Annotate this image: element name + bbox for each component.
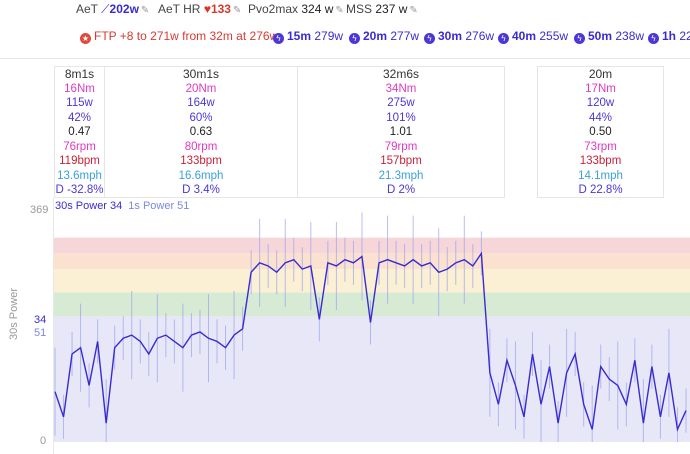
interval-duration: 20m xyxy=(588,67,613,81)
interval-card[interactable]: 20m 17Nm 120w 44% 0.50 73rpm 133bpm 14.1… xyxy=(537,66,664,198)
interval-torque: 20Nm xyxy=(185,82,217,95)
zone-band xyxy=(54,253,690,270)
stat-mss[interactable]: MSS 237 w ✎ xyxy=(346,2,418,16)
bolt-icon: ϟ xyxy=(648,33,659,44)
interval-hr: 133bpm xyxy=(180,155,222,167)
star-alert-icon: ★ xyxy=(80,33,91,44)
interval-ftp-pct: 101% xyxy=(386,111,416,124)
interval-cadence: 76rpm xyxy=(63,140,96,153)
interval-ftp-pct: 44% xyxy=(588,111,613,124)
interval-power: 275w xyxy=(387,97,415,109)
stat-aet[interactable]: AeT ⟋202w ✎ xyxy=(76,2,150,16)
interval-ftp-pct: 60% xyxy=(189,111,213,124)
pencil-icon[interactable]: ✎ xyxy=(232,5,242,16)
stat-pvo2max[interactable]: Pvo2max 324 w ✎ xyxy=(248,2,344,16)
interval-speed: 21.3mph xyxy=(378,169,424,182)
interval-card[interactable]: 8m1s 16Nm 115w 42% 0.47 76rpm 119bpm 13.… xyxy=(54,66,105,198)
zone-band xyxy=(54,292,690,317)
y-tick-min: 0 xyxy=(40,435,47,447)
zone-band xyxy=(54,316,690,442)
zone-band xyxy=(54,269,690,293)
chip-40m[interactable]: ϟ 40m 255w xyxy=(498,29,568,44)
interval-torque: 16Nm xyxy=(64,82,95,95)
interval-cadence: 73rpm xyxy=(584,140,617,153)
bolt-icon: ϟ xyxy=(349,33,360,44)
pencil-icon[interactable]: ✎ xyxy=(409,5,418,16)
interval-speed: 16.6mph xyxy=(178,169,224,182)
interval-power: 115w xyxy=(66,97,93,109)
interval-torque: 34Nm xyxy=(385,82,417,95)
stats-bar: AeT ⟋202w ✎ AeT HR ♥133 ✎ Pvo2max 324 w ✎ M… xyxy=(0,0,690,20)
interval-card[interactable]: 32m6s 34Nm 275w 101% 1.01 79rpm 157bpm 2… xyxy=(297,66,505,198)
intervals-panel: 8m1s 16Nm 115w 42% 0.47 76rpm 119bpm 13.… xyxy=(0,66,690,198)
interval-ftp-pct: 42% xyxy=(67,111,92,124)
interval-duration: 30m1s xyxy=(182,67,220,81)
power-30s-line xyxy=(54,251,687,432)
ftp-warning-chip[interactable]: ★ FTP +8 to 271w from 32m at 276w xyxy=(80,29,279,44)
interval-hr: 119bpm xyxy=(59,155,100,167)
chip-1h[interactable]: ϟ1h 225 xyxy=(648,29,690,44)
chip-15m[interactable]: ϟ 15m 279w xyxy=(273,29,343,44)
interval-hr: 133bpm xyxy=(579,155,622,167)
legend-1s: 1s Power 51 xyxy=(128,200,190,212)
interval-intensity: 1.01 xyxy=(389,126,413,138)
interval-decoupling: D 3.4% xyxy=(182,184,220,196)
interval-cadence: 80rpm xyxy=(184,140,218,153)
divider xyxy=(0,58,690,59)
interval-intensity: 0.47 xyxy=(68,126,91,138)
power-plot[interactable] xyxy=(53,198,690,454)
y-marker-1s: 51 xyxy=(34,327,47,339)
power-zones xyxy=(54,237,690,442)
power-chart[interactable]: 30s Power 369 34 51 0 30s Power 34 1s Pow… xyxy=(0,198,690,454)
bolt-icon: ϟ xyxy=(498,33,509,44)
interval-duration: 32m6s xyxy=(382,67,420,81)
chip-20m[interactable]: ϟ 20m 277w xyxy=(349,29,419,44)
interval-card[interactable]: 30m1s 20Nm 164w 60% 0.63 80rpm 133bpm 16… xyxy=(104,66,298,198)
interval-decoupling: D -32.8% xyxy=(55,184,104,196)
interval-torque: 17Nm xyxy=(585,82,616,95)
stat-aet-hr[interactable]: AeT HR ♥133 ✎ xyxy=(158,2,242,16)
interval-power: 120w xyxy=(586,97,615,109)
bolt-icon: ϟ xyxy=(574,33,585,44)
interval-duration: 8m1s xyxy=(64,67,95,81)
pencil-icon[interactable]: ✎ xyxy=(140,5,150,16)
interval-speed: 14.1mph xyxy=(578,169,623,182)
chip-30m[interactable]: ϟ 30m 276w xyxy=(424,29,494,44)
y-axis-label: 30s Power xyxy=(7,288,20,340)
bolt-icon: ϟ xyxy=(273,33,284,44)
interval-cadence: 79rpm xyxy=(384,140,418,153)
legend-30s: 30s Power 34 xyxy=(55,200,123,212)
interval-power: 164w xyxy=(187,97,215,109)
interval-intensity: 0.50 xyxy=(589,126,612,138)
heart-icon: ♥ xyxy=(203,2,211,16)
chip-50m[interactable]: ϟ 50m 238w xyxy=(574,29,644,44)
y-tick-max: 369 xyxy=(30,204,49,216)
y-marker-30s: 34 xyxy=(34,314,47,326)
zone-band xyxy=(54,237,690,254)
interval-decoupling: D 2% xyxy=(386,184,416,196)
interval-intensity: 0.63 xyxy=(189,126,213,138)
interval-hr: 157bpm xyxy=(380,155,422,167)
power-chips-row: ★ FTP +8 to 271w from 32m at 276w ϟ 15m 27… xyxy=(0,24,690,48)
interval-decoupling: D 22.8% xyxy=(578,184,623,196)
interval-speed: 13.6mph xyxy=(57,169,102,182)
chart-legend: 30s Power 34 1s Power 51 xyxy=(55,200,189,212)
bolt-icon: ϟ xyxy=(424,33,435,44)
pencil-icon[interactable]: ✎ xyxy=(335,5,344,16)
trend-icon: ⟋ xyxy=(101,2,110,16)
